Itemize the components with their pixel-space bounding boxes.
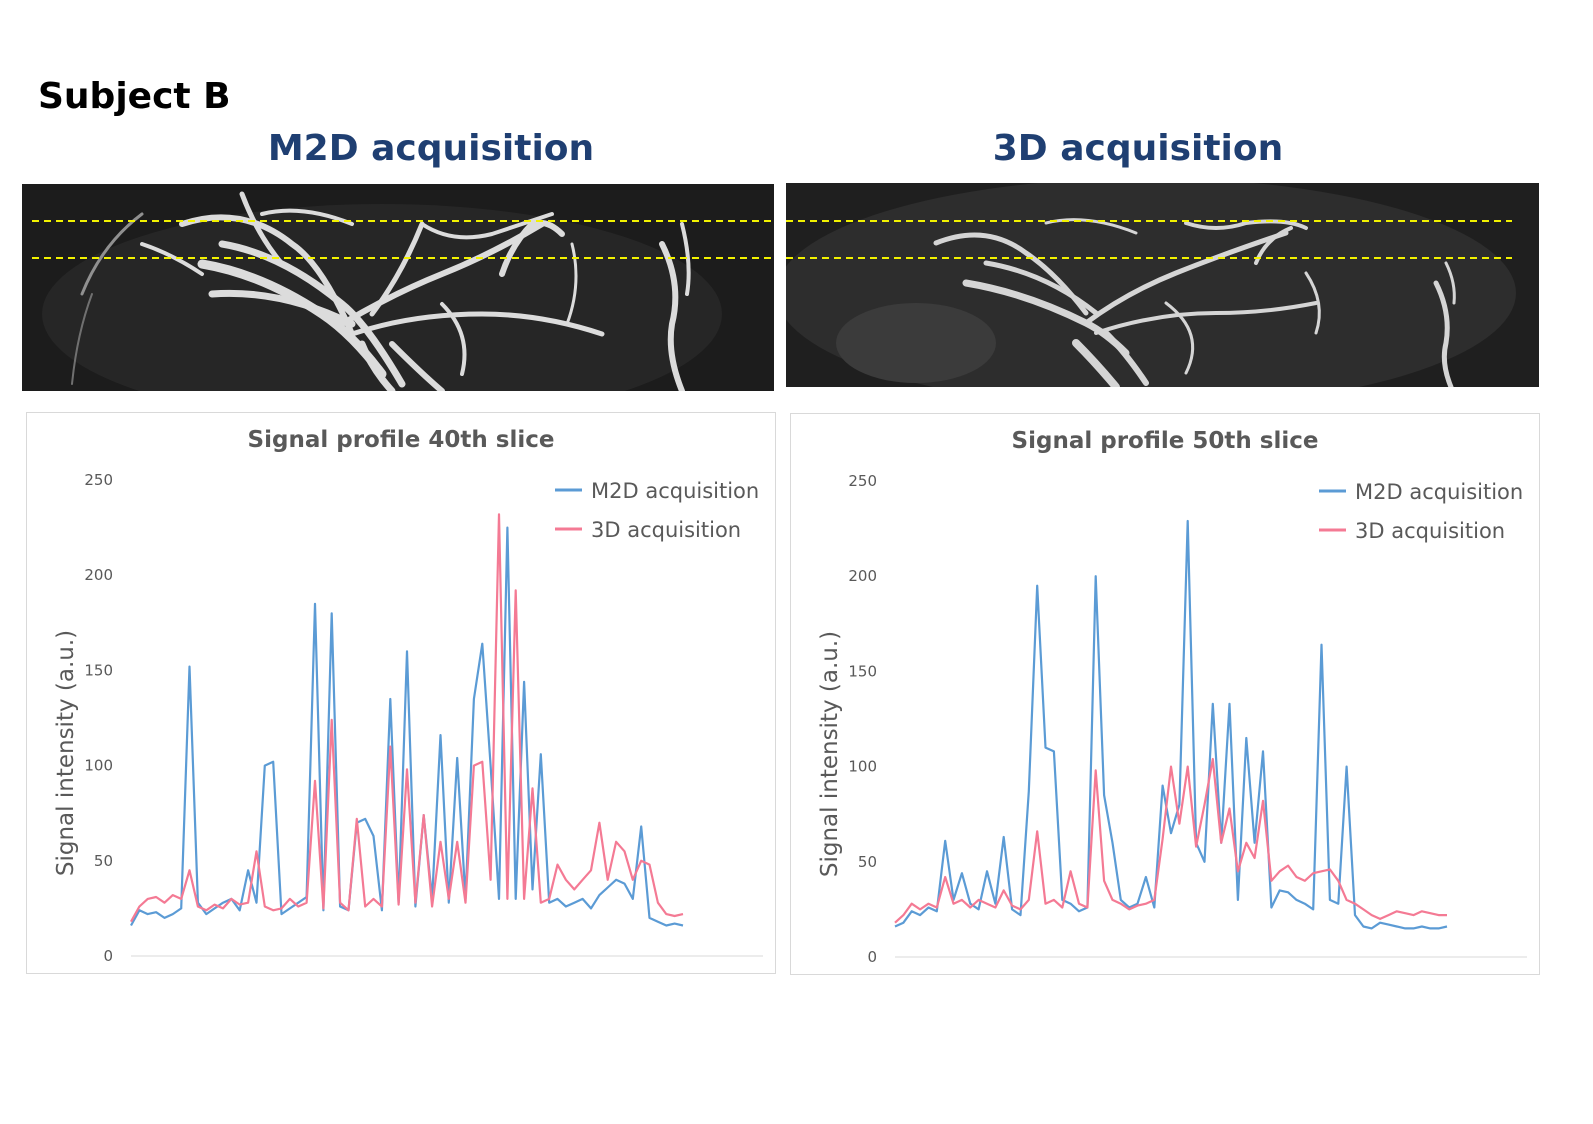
y-tick-label-250: 250 [848, 472, 877, 490]
3d-panel-title: 3D acquisition [992, 128, 1284, 169]
y-tick-label-200: 200 [848, 567, 877, 585]
signal-profile-chart-50th: Signal profile 50th slice 0 50 100 150 200 25… [790, 413, 1540, 975]
legend-m2d-label: M2D acquisition [591, 479, 759, 503]
y-tick-label-250: 250 [84, 471, 113, 489]
y-tick-label-150: 150 [848, 662, 877, 680]
y-tick-label-50: 50 [94, 852, 113, 870]
3d-mra-image [786, 183, 1539, 387]
subject-title: Subject B [38, 76, 231, 117]
y-tick-label-0: 0 [103, 947, 113, 965]
signal-profile-chart-40th: Signal profile 40th slice 0 50 100 150 200 25… [26, 412, 776, 974]
y-tick-label-0: 0 [867, 948, 877, 966]
legend-3d-label: 3D acquisition [1355, 519, 1505, 543]
series-line-m2d [130, 526, 684, 927]
m2d-mra-image [22, 184, 774, 391]
legend-3d-label: 3D acquisition [591, 518, 741, 542]
series-line-3d [130, 513, 684, 923]
chart-title: Signal profile 50th slice [1011, 428, 1319, 454]
y-tick-label-150: 150 [84, 661, 113, 679]
y-tick-label-100: 100 [84, 757, 113, 775]
y-tick-label-200: 200 [84, 566, 113, 584]
y-tick-label-50: 50 [858, 853, 877, 871]
y-axis-label: Signal intensity (a.u.) [817, 631, 843, 877]
m2d-panel-title: M2D acquisition [267, 128, 595, 169]
series-line-m2d [894, 519, 1448, 930]
legend-m2d-label: M2D acquisition [1355, 480, 1523, 504]
y-tick-label-100: 100 [848, 758, 877, 776]
y-axis-label: Signal intensity (a.u.) [53, 630, 79, 876]
series-line-3d [894, 757, 1447, 924]
chart-title: Signal profile 40th slice [247, 427, 555, 453]
